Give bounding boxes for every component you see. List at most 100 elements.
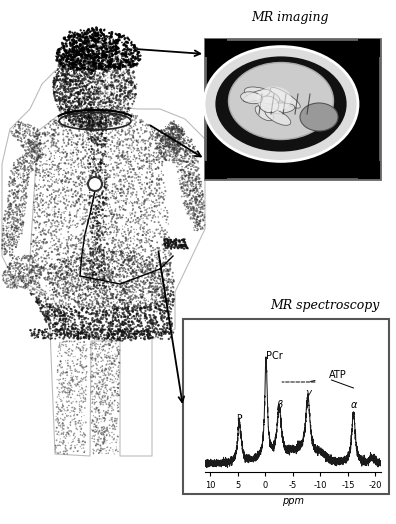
- Point: [87, 68, 93, 77]
- Point: [118, 251, 124, 259]
- Point: [146, 330, 152, 338]
- Point: [74, 311, 80, 319]
- Point: [51, 314, 57, 322]
- Point: [66, 97, 72, 105]
- Point: [125, 313, 131, 321]
- Point: [106, 332, 112, 341]
- Point: [59, 222, 66, 230]
- Point: [67, 116, 73, 125]
- Point: [145, 270, 152, 279]
- Point: [195, 221, 201, 229]
- Point: [94, 124, 101, 132]
- Point: [186, 201, 192, 209]
- Point: [38, 253, 44, 261]
- Point: [92, 293, 98, 302]
- Point: [116, 214, 122, 222]
- Point: [69, 201, 75, 209]
- Point: [88, 39, 94, 47]
- Point: [15, 158, 22, 167]
- Point: [170, 238, 176, 246]
- Point: [173, 236, 180, 244]
- Point: [95, 133, 102, 141]
- Point: [80, 79, 86, 88]
- Point: [147, 334, 153, 342]
- Point: [110, 111, 116, 119]
- Point: [130, 61, 137, 70]
- Point: [99, 29, 105, 37]
- Point: [33, 252, 39, 260]
- Point: [55, 84, 62, 93]
- Point: [107, 275, 113, 283]
- Point: [10, 161, 17, 170]
- Point: [154, 187, 160, 195]
- Point: [77, 132, 84, 140]
- Point: [101, 228, 108, 236]
- Point: [57, 106, 63, 115]
- Point: [102, 174, 108, 182]
- Point: [139, 224, 146, 233]
- Point: [123, 330, 129, 339]
- Point: [95, 304, 101, 312]
- Point: [66, 315, 72, 324]
- Point: [76, 81, 82, 89]
- Point: [94, 129, 101, 137]
- Point: [74, 62, 80, 71]
- Point: [104, 174, 110, 182]
- Point: [87, 227, 93, 236]
- Point: [30, 124, 36, 133]
- Point: [109, 293, 115, 301]
- Point: [163, 307, 169, 315]
- Point: [64, 270, 70, 278]
- Point: [171, 138, 177, 146]
- Point: [162, 156, 169, 164]
- Point: [120, 49, 126, 58]
- Point: [120, 332, 127, 340]
- Point: [42, 325, 48, 334]
- Point: [90, 53, 96, 62]
- Point: [105, 329, 111, 337]
- Point: [27, 162, 33, 170]
- Point: [50, 115, 56, 124]
- Point: [37, 136, 43, 144]
- Point: [150, 263, 156, 271]
- Point: [107, 107, 114, 116]
- Point: [95, 71, 102, 79]
- Point: [179, 144, 185, 152]
- Point: [83, 275, 89, 283]
- Point: [77, 42, 83, 50]
- Point: [75, 92, 82, 100]
- Point: [70, 65, 76, 73]
- Point: [98, 319, 104, 327]
- Point: [117, 112, 124, 121]
- Point: [152, 328, 159, 336]
- Point: [145, 334, 151, 342]
- Point: [91, 179, 97, 188]
- Point: [132, 329, 138, 337]
- Point: [128, 146, 134, 154]
- Point: [26, 278, 32, 287]
- Point: [105, 148, 112, 157]
- Point: [5, 227, 11, 235]
- Point: [10, 198, 17, 206]
- Point: [90, 238, 97, 247]
- Point: [60, 321, 67, 329]
- Point: [106, 116, 112, 124]
- Point: [117, 212, 123, 220]
- Point: [142, 335, 148, 343]
- Point: [179, 143, 185, 151]
- Point: [161, 138, 167, 146]
- Point: [59, 54, 66, 62]
- Point: [196, 180, 202, 188]
- Point: [18, 193, 24, 202]
- Point: [130, 122, 137, 130]
- Point: [72, 84, 78, 92]
- Point: [106, 429, 112, 438]
- Point: [98, 42, 104, 51]
- Point: [137, 176, 143, 184]
- Point: [14, 215, 21, 224]
- Point: [51, 308, 58, 316]
- Point: [17, 136, 23, 145]
- Point: [124, 286, 131, 294]
- Point: [75, 72, 81, 81]
- Point: [108, 308, 114, 316]
